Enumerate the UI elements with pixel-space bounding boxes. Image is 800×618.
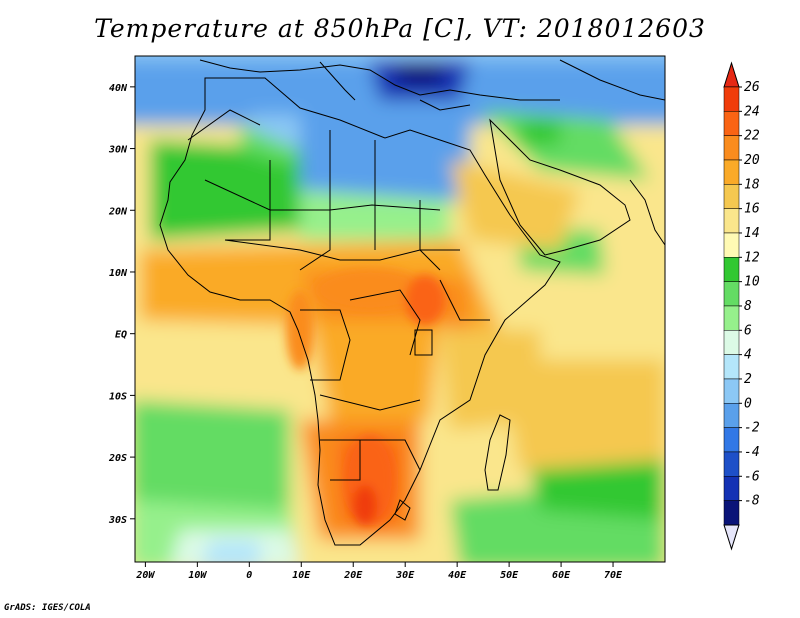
colorbar-label: -6 — [744, 469, 760, 484]
lat-tick-label: 10S — [109, 391, 127, 402]
lon-tick-label: 70E — [604, 570, 623, 581]
colorbar-label: 10 — [744, 275, 760, 290]
colorbar-label: 12 — [744, 250, 760, 265]
colorbar-label: 8 — [744, 299, 752, 314]
lon-tick-label: 30E — [395, 570, 415, 581]
colorbar-label: 6 — [744, 323, 752, 338]
colorbar-swatch — [723, 232, 740, 258]
lat-tick-label: 40N — [109, 83, 128, 94]
colorbar-swatch — [723, 111, 740, 136]
lon-tick-label: 50E — [500, 570, 519, 581]
colorbar-swatch — [723, 403, 740, 428]
colorbar-swatch — [723, 354, 740, 380]
colorbar-top-arrow — [723, 61, 740, 88]
colorbar-label: -2 — [744, 421, 760, 436]
lat-tick-label: 30S — [108, 515, 127, 526]
colorbar-label: 4 — [744, 348, 752, 363]
colorbar-swatch — [723, 208, 740, 234]
lon-tick-label: 60E — [552, 570, 571, 581]
colorbar-swatch — [723, 378, 740, 404]
colorbar-label: 20 — [744, 153, 760, 168]
plot-frame — [134, 55, 666, 563]
map-title: Temperature at 850hPa [C], VT: 201801260… — [94, 14, 706, 43]
colorbar-label: -8 — [744, 494, 760, 509]
lat-tick-label: 20S — [108, 453, 127, 464]
temperature-field — [135, 56, 665, 562]
colorbar-label: 2 — [744, 372, 752, 387]
colorbar-label: 0 — [744, 396, 752, 411]
lat-tick-label: 10N — [109, 268, 128, 279]
colorbar-swatch — [723, 184, 740, 209]
lon-tick-label: 0 — [246, 570, 252, 581]
lon-tick-label: 20W — [135, 570, 155, 581]
colorbar-swatch — [723, 86, 740, 112]
colorbar-label: 18 — [744, 177, 760, 192]
colorbar-label: 26 — [744, 80, 760, 95]
colorbar-bottom-arrow — [723, 524, 740, 551]
lon-tick-label: 10W — [188, 570, 207, 581]
lon-tick-label: 10E — [292, 570, 311, 581]
colorbar-label: 24 — [744, 104, 760, 119]
colorbar-label: 16 — [744, 202, 760, 217]
colorbar-swatch — [723, 476, 740, 501]
colorbar-swatch — [723, 305, 740, 331]
colorbar-swatch — [723, 451, 740, 477]
colorbar-swatch — [723, 257, 740, 282]
lat-tick-label: 30N — [108, 145, 128, 156]
colorbar-swatch — [723, 159, 740, 185]
colorbar-label: -4 — [744, 445, 760, 460]
lat-tick-label: 20N — [108, 206, 128, 217]
lat-tick-label: EQ — [115, 330, 127, 341]
colorbar-label: 22 — [744, 129, 760, 144]
colorbar-label: 14 — [744, 226, 760, 241]
lon-tick-label: 40E — [448, 570, 467, 581]
grads-credit: GrADS: IGES/COLA — [4, 603, 91, 613]
colorbar-swatch — [723, 135, 740, 161]
colorbar-swatch — [723, 330, 740, 355]
lon-tick-label: 20E — [343, 570, 363, 581]
colorbar-swatch — [723, 281, 740, 307]
axis-ticks: 20W 10W 0 10E 20E 30E 40E 50E 60E 70E 40N 30N 20N 10N… — [108, 83, 623, 581]
colorbar-swatch — [723, 500, 740, 526]
coastlines — [159, 59, 665, 546]
colorbar-swatch — [723, 427, 740, 453]
